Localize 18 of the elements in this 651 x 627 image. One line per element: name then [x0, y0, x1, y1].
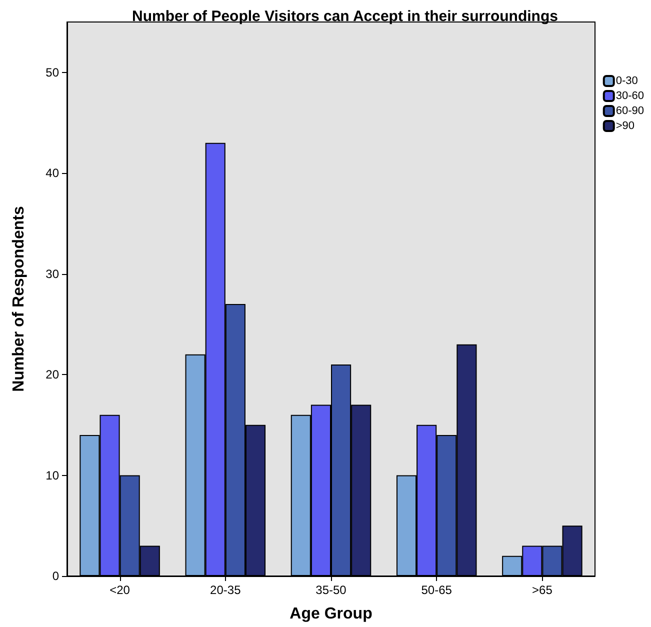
x-tick-label: 20-35 [210, 583, 242, 597]
legend-label: 0-30 [616, 75, 638, 87]
legend-label: >90 [616, 120, 635, 132]
y-tick-label: 0 [52, 569, 60, 583]
legend-label: 30-60 [616, 90, 644, 102]
x-axis-title: Age Group [290, 606, 373, 622]
y-tick-label: 30 [46, 266, 60, 281]
x-tick-label: 35-50 [316, 583, 347, 597]
y-tick-label: 20 [46, 368, 60, 382]
y-tick-label: 10 [46, 468, 60, 482]
legend-label: 60-90 [616, 105, 644, 117]
x-tick-label: 50-65 [421, 583, 452, 597]
x-tick-label: >65 [532, 583, 553, 597]
y-axis-title: Number of Respondents [10, 206, 28, 392]
y-tick-label: 50 [46, 65, 60, 80]
chart-title: Number of People Visitors can Accept in their surroundings [132, 8, 558, 25]
y-tick-label: 40 [46, 166, 60, 180]
x-tick-label: <20 [110, 583, 130, 597]
